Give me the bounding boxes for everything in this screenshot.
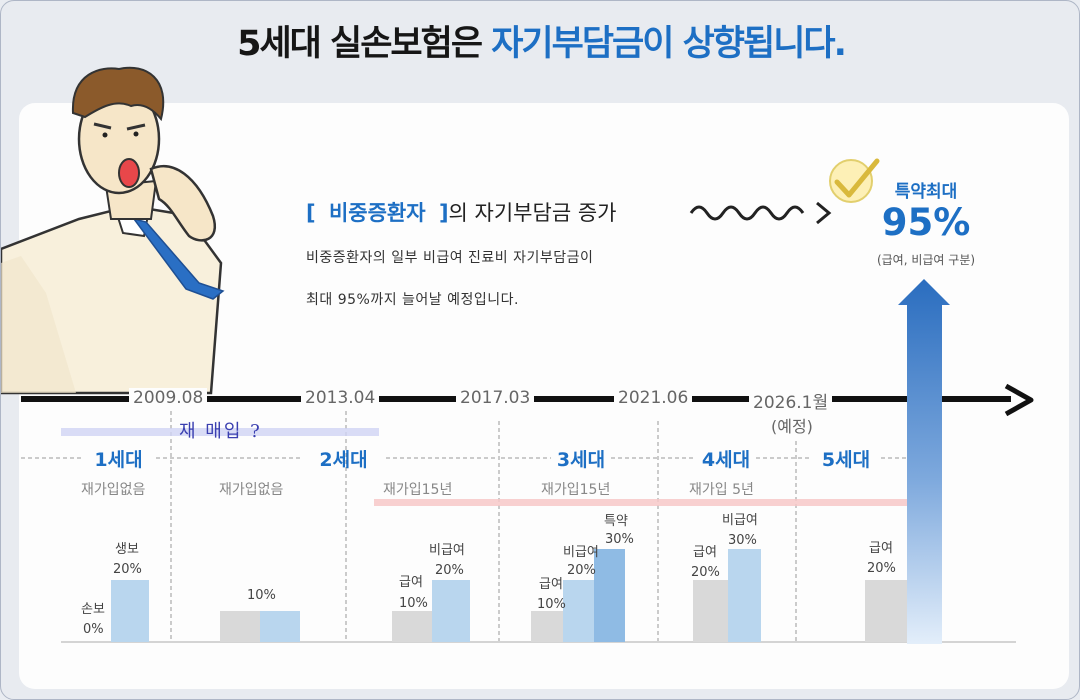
bar-value-label: 30%	[728, 533, 757, 548]
notice-line-2: 최대 95%까지 늘어날 예정입니다.	[306, 292, 519, 308]
bar-category-label: 비급여	[722, 513, 758, 528]
timeline-date: 2013.04	[301, 388, 380, 408]
bar-5-1	[693, 580, 728, 642]
rider-value: 95%	[881, 201, 971, 244]
generation-spans	[21, 411, 906, 641]
bar-2-1	[220, 611, 260, 642]
bar-category-label: 특약	[604, 514, 628, 529]
rejoin-term: 재가입 5년	[689, 482, 754, 498]
bar-value-label: 10%	[399, 596, 428, 611]
bar-value-label: 20%	[867, 561, 896, 576]
bar-group	[111, 549, 907, 642]
bar-value-label: 20%	[567, 563, 596, 578]
timeline-date: 2026.1월	[749, 388, 833, 413]
bar-1-2	[111, 580, 149, 642]
timeline-date: 2009.08	[129, 388, 208, 408]
timeline-date: 2017.03	[456, 388, 535, 408]
generation-label: 3세대	[556, 449, 606, 471]
timeline-date: 2021.06	[614, 388, 693, 408]
bar-4-1	[531, 611, 563, 642]
rejoin-highlight	[374, 499, 909, 506]
headline-part2: 자기부담금이 상향됩니다.	[491, 24, 847, 64]
rewrite-note: 재 매입 ?	[179, 421, 262, 442]
bar-2-1	[260, 611, 300, 642]
generation-label: 2세대	[319, 449, 368, 471]
headline-part1: 5세대 실손보험은	[237, 24, 492, 64]
rejoin-term: 재가입15년	[383, 482, 453, 498]
generation-label: 4세대	[701, 449, 751, 471]
rejoin-term: 재가입없음	[81, 482, 146, 498]
check-icon	[829, 158, 880, 203]
bar-5-2	[728, 549, 761, 642]
squiggle-arrow	[689, 205, 805, 221]
rewrite-highlight	[61, 428, 379, 436]
bar-value-label: 20%	[113, 562, 142, 577]
page-title: 5세대 실손보험은 자기부담금이 상향됩니다.	[1, 15, 1079, 66]
bar-value-label: 20%	[691, 565, 720, 580]
notice-header: [ 비중증환자 ]의 자기부담금 증가	[306, 197, 616, 227]
bar-value-label: 20%	[435, 563, 464, 578]
bar-value-label: 10%	[247, 588, 276, 603]
bracket-open: [	[306, 201, 316, 225]
timeline-arrowhead	[1004, 383, 1034, 417]
bar-value-label: 0%	[83, 622, 104, 637]
bracket-close: ]	[438, 201, 449, 225]
bar-category-label: 손보	[81, 602, 105, 617]
bar-3-1	[392, 611, 432, 642]
bar-4-3	[594, 549, 625, 642]
timeline-date-note: (예정)	[771, 417, 813, 436]
notice-line-1: 비중증환자의 일부 비급여 진료비 자기부담금이	[306, 250, 594, 266]
generation-label: 1세대	[94, 449, 143, 471]
bar-value-label: 10%	[537, 597, 566, 612]
bar-value-label: 30%	[605, 532, 634, 547]
bar-category-label: 비급여	[563, 545, 599, 560]
notice-suffix: 의 자기부담금 증가	[448, 201, 617, 225]
rider-note: (급여, 비급여 구분)	[876, 253, 976, 267]
rejoin-term: 재가입15년	[541, 482, 611, 498]
five-gen-rider-arrow	[898, 279, 950, 644]
bar-category-label: 급여	[399, 575, 423, 590]
bar-category-label: 생보	[115, 542, 139, 557]
man-illustration	[1, 66, 225, 395]
squiggle-arrowhead	[816, 201, 832, 225]
notice-subject: 비중증환자	[328, 201, 426, 225]
bar-category-label: 급여	[869, 541, 893, 556]
bar-4-2	[563, 580, 594, 642]
rider-label: 특약최대	[894, 182, 958, 202]
bar-category-label: 급여	[539, 577, 563, 592]
generation-label: 5세대	[821, 449, 871, 471]
bar-6-1	[865, 580, 907, 642]
rejoin-term: 재가입없음	[219, 482, 284, 498]
bar-category-label: 비급여	[429, 543, 465, 558]
bar-3-2	[432, 580, 470, 642]
bar-category-label: 급여	[693, 545, 717, 560]
